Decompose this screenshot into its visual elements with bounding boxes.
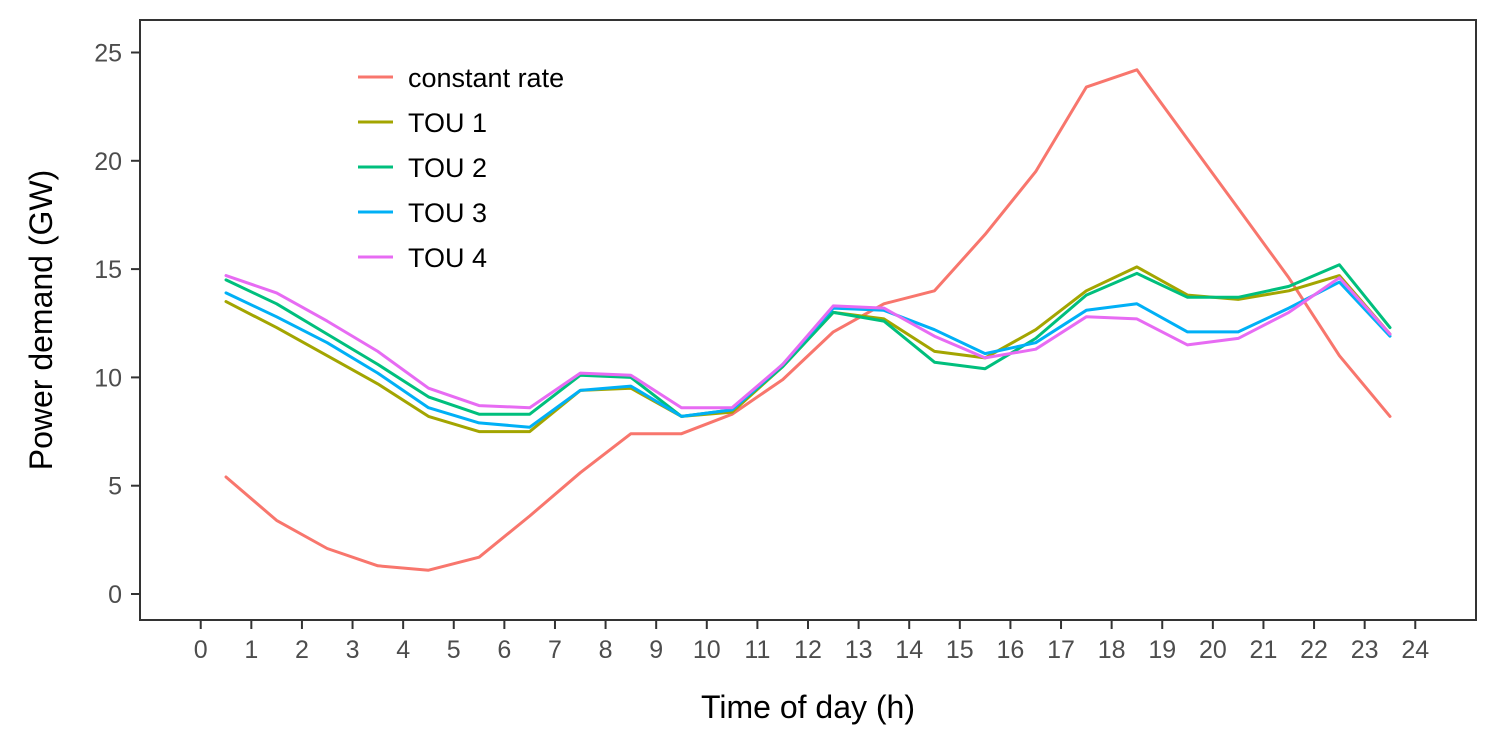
x-tick-label: 19 [1148, 636, 1176, 664]
y-axis: 0 5 10 15 20 25 [94, 39, 140, 609]
legend: constant rate TOU 1 TOU 2 TOU 3 TOU 4 [358, 63, 564, 273]
series-line-2 [224, 263, 1392, 418]
x-tick-label: 2 [295, 636, 309, 664]
x-tick-label: 3 [346, 636, 360, 664]
x-tick-label: 20 [1199, 636, 1227, 664]
x-tick-label: 1 [244, 636, 258, 664]
legend-label-2: TOU 2 [408, 153, 487, 183]
x-tick-label: 0 [194, 636, 208, 664]
legend-label-3: TOU 3 [408, 198, 487, 228]
x-tick-label: 8 [599, 636, 613, 664]
series-layer [224, 68, 1392, 572]
x-tick-label: 10 [693, 636, 721, 664]
x-tick-label: 23 [1351, 636, 1379, 664]
x-tick-label: 13 [845, 636, 873, 664]
y-tick-label: 20 [94, 148, 122, 176]
x-tick-label: 7 [548, 636, 562, 664]
y-tick-label: 0 [108, 581, 122, 609]
x-tick-label: 6 [497, 636, 511, 664]
y-tick-label: 10 [94, 364, 122, 392]
legend-label-4: TOU 4 [408, 243, 487, 273]
x-tick-label: 5 [447, 636, 461, 664]
x-tick-label: 11 [744, 636, 770, 664]
x-axis: 0 1 2 3 4 5 6 7 8 9 10 11 12 13 14 15 16 17 18 19 20 21 22 23 24 [194, 620, 1429, 664]
y-axis-title: Power demand (GW) [23, 170, 59, 471]
y-tick-label: 15 [94, 256, 122, 284]
x-tick-label: 22 [1300, 636, 1328, 664]
legend-label-1: TOU 1 [408, 108, 487, 138]
x-tick-label: 4 [396, 636, 410, 664]
x-tick-label: 15 [946, 636, 974, 664]
x-tick-label: 17 [1047, 636, 1075, 664]
legend-label-0: constant rate [408, 63, 564, 93]
x-tick-label: 24 [1401, 636, 1429, 664]
x-tick-label: 16 [997, 636, 1025, 664]
x-axis-title: Time of day (h) [701, 689, 915, 725]
series-line-4 [224, 274, 1392, 410]
y-tick-label: 25 [94, 39, 122, 67]
x-tick-label: 14 [895, 636, 923, 664]
x-tick-label: 21 [1250, 636, 1278, 664]
x-tick-label: 18 [1098, 636, 1126, 664]
series-line-0 [224, 68, 1392, 572]
x-tick-label: 12 [794, 636, 822, 664]
y-tick-label: 5 [108, 473, 122, 501]
x-tick-label: 9 [649, 636, 663, 664]
